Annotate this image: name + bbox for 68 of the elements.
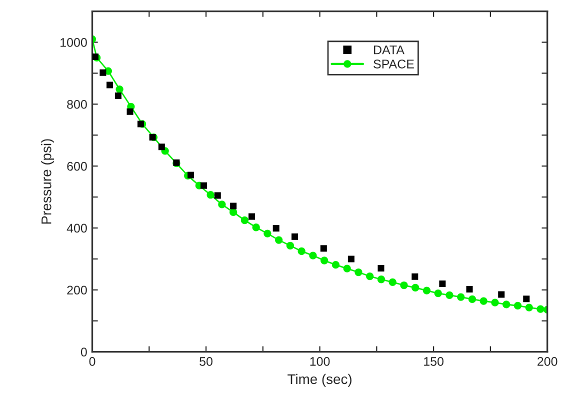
point	[354, 268, 362, 276]
y-tick-label: 800	[67, 100, 87, 109]
legend-label: DATA	[374, 46, 404, 54]
point	[230, 202, 237, 210]
point	[498, 291, 505, 298]
point	[377, 276, 386, 284]
point	[468, 295, 476, 304]
point	[523, 296, 530, 302]
y-tick-label: 0	[80, 348, 87, 356]
y-tick-label: 1000	[60, 38, 87, 47]
point	[275, 236, 283, 244]
point	[114, 92, 122, 100]
point	[348, 256, 354, 262]
point	[272, 225, 280, 232]
point	[378, 264, 384, 272]
point	[214, 192, 221, 199]
y-tick-label: 600	[67, 162, 87, 171]
point	[206, 191, 214, 199]
point	[332, 261, 340, 269]
point	[240, 216, 249, 224]
y-tick-label: 200	[67, 286, 87, 295]
point	[252, 224, 260, 232]
point	[309, 252, 317, 260]
x-tick-label: 0	[89, 357, 96, 366]
point	[100, 69, 106, 76]
point	[320, 245, 327, 252]
x-tick-label: 200	[538, 357, 558, 366]
point	[400, 281, 408, 290]
point	[466, 286, 473, 293]
point	[264, 230, 272, 238]
x-tick-label: 100	[310, 357, 330, 366]
point	[514, 302, 522, 310]
point	[188, 172, 194, 178]
point	[457, 293, 465, 301]
point	[116, 85, 124, 94]
point	[502, 300, 510, 308]
x-tick-label: 150	[424, 357, 444, 366]
point	[320, 256, 328, 264]
y-tick-label: 400	[66, 224, 87, 233]
point	[106, 82, 114, 88]
point	[248, 213, 256, 220]
point	[412, 284, 420, 292]
point	[491, 298, 499, 306]
point	[200, 182, 208, 189]
x-tick-label: 50	[200, 357, 212, 366]
point	[439, 280, 446, 287]
point	[446, 291, 454, 299]
point	[298, 247, 306, 256]
point	[286, 242, 294, 250]
legend-label: SPACE	[374, 60, 414, 68]
point	[158, 144, 165, 150]
point	[388, 278, 396, 286]
point	[126, 108, 134, 115]
y-axis-title: Pressure (psi)	[41, 139, 54, 224]
point	[412, 273, 418, 280]
point	[292, 233, 298, 240]
point	[230, 208, 238, 216]
point	[218, 200, 226, 208]
point	[536, 305, 544, 313]
point	[525, 304, 533, 312]
point	[480, 297, 488, 305]
x-axis-title: Time (sec)	[288, 374, 352, 387]
point	[92, 54, 98, 60]
point	[137, 120, 144, 128]
point	[343, 264, 351, 272]
point	[434, 289, 442, 298]
point	[422, 286, 431, 294]
point	[366, 272, 374, 280]
